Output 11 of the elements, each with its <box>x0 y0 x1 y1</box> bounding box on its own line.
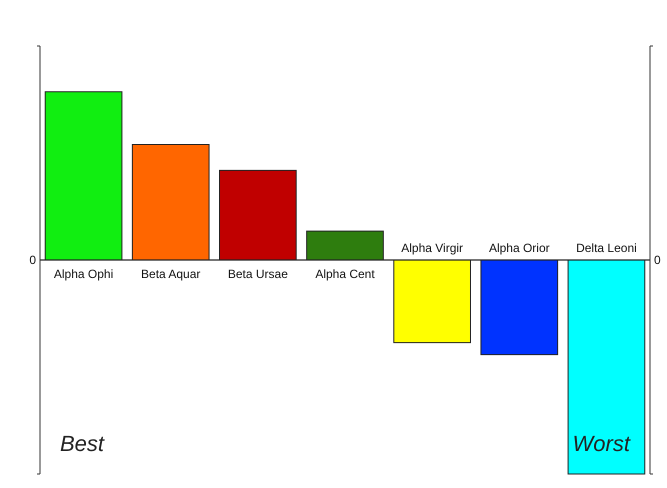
annotation: Best <box>60 431 105 456</box>
x-tick-label: Alpha Cent <box>315 267 376 281</box>
x-tick-label: Beta Aquar <box>141 267 200 281</box>
x-tick-label: Alpha Virgir <box>401 241 464 255</box>
text: 0 <box>29 253 36 267</box>
x-tick-label: Delta Leoni <box>576 241 637 255</box>
text: 0 <box>654 253 661 267</box>
x-tick-label: Alpha Orior <box>488 241 550 255</box>
x-tick-label: Beta Ursae <box>228 267 288 281</box>
x-tick-label: Alpha Ophi <box>54 267 114 281</box>
annotation: Worst <box>572 431 631 456</box>
